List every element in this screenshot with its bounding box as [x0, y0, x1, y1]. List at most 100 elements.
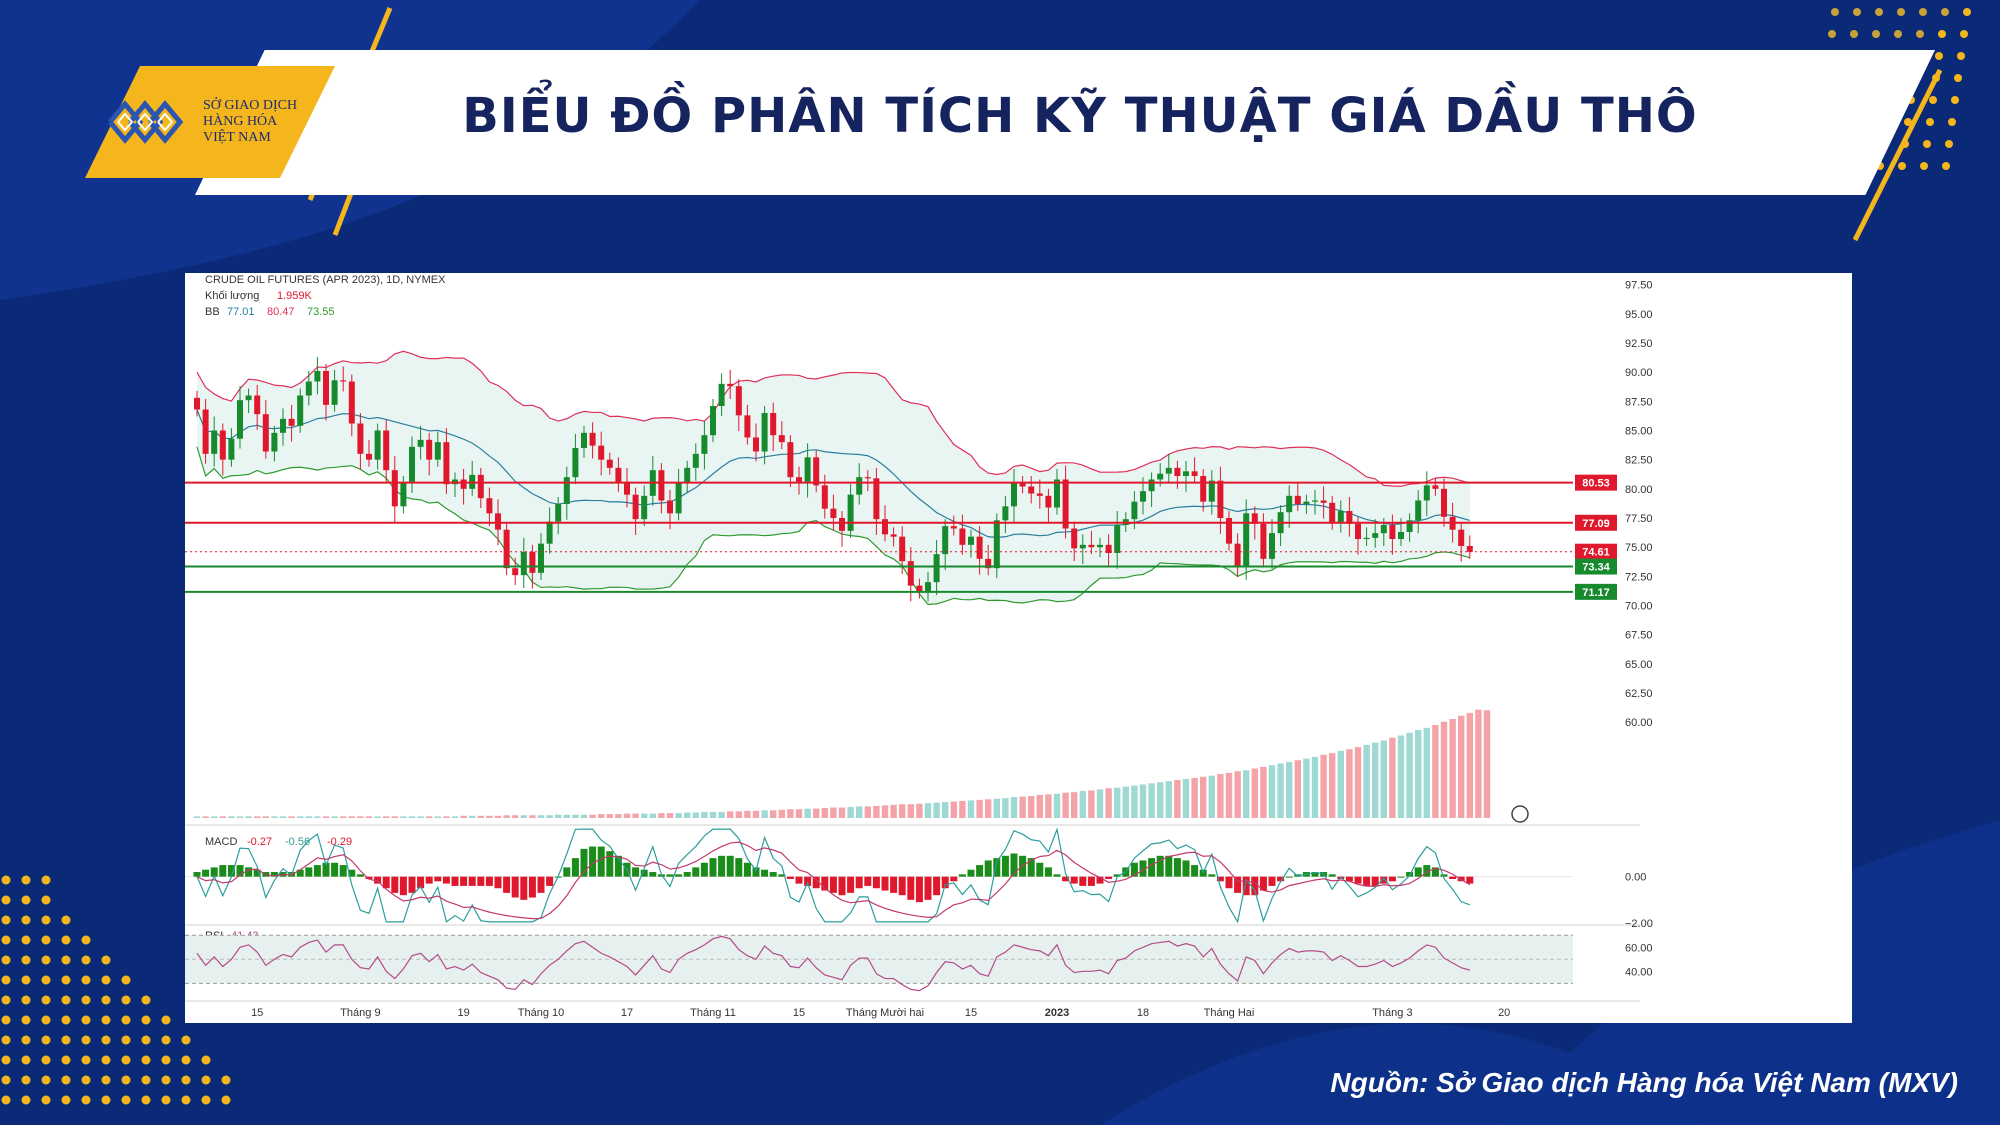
decor-dot: [1, 1075, 11, 1085]
decor-dot: [161, 1075, 171, 1085]
macd-histogram-bar: [1277, 876, 1285, 882]
candle: [503, 529, 510, 569]
volume-bar: [580, 814, 588, 818]
candle: [1097, 544, 1103, 548]
bb-upper-line: [196, 350, 1470, 487]
macd-histogram-bar: [1431, 867, 1439, 877]
volume-bar: [813, 808, 820, 818]
volume-bar: [993, 798, 1000, 818]
decor-dot: [141, 1075, 151, 1085]
candle: [1183, 471, 1189, 476]
volume-bar: [245, 816, 252, 818]
decor-dot: [101, 1075, 111, 1085]
candle: [1088, 544, 1095, 548]
macd-histogram-bar: [425, 876, 433, 884]
candle: [993, 520, 1000, 569]
macd-histogram-bar: [632, 867, 640, 877]
decor-dot: [1, 935, 11, 945]
candle: [925, 582, 931, 592]
time-tick-label: 2023: [1045, 1007, 1069, 1019]
candle: [778, 435, 785, 443]
candle: [314, 371, 321, 382]
volume-bar: [1062, 792, 1069, 818]
price-tick-label: 95.00: [1625, 309, 1653, 321]
macd-histogram-bar: [589, 846, 597, 877]
decor-dot: [41, 1015, 51, 1025]
level-label: 73.34: [1582, 562, 1610, 574]
volume-bar: [1139, 784, 1147, 818]
macd-histogram-bar: [1139, 860, 1147, 877]
candle: [589, 432, 596, 446]
macd-histogram-bar: [1113, 874, 1121, 877]
macd-histogram-bar: [692, 867, 700, 877]
candle: [271, 432, 278, 452]
macd-histogram-bar: [210, 867, 218, 877]
macd-histogram-bar: [606, 851, 614, 877]
volume-bar: [864, 806, 871, 818]
macd-histogram-bar: [1285, 876, 1293, 878]
level-label: 71.17: [1582, 587, 1610, 599]
candle: [1458, 529, 1465, 546]
macd-histogram-bar: [941, 876, 949, 889]
candle: [280, 418, 286, 433]
decor-dot: [121, 1015, 131, 1025]
price-tick-label: 67.50: [1625, 630, 1653, 642]
legend-macd-signal: -0.56: [285, 836, 310, 848]
volume-bar: [1191, 777, 1198, 818]
macd-histogram-bar: [847, 876, 855, 893]
candle: [1260, 523, 1267, 559]
candle: [1294, 495, 1301, 504]
macd-histogram-bar: [915, 876, 923, 903]
decor-dot: [1926, 118, 1934, 126]
candle: [1165, 467, 1172, 474]
decor-dot: [1904, 118, 1912, 126]
decor-dot: [1916, 30, 1924, 38]
candle: [787, 442, 794, 478]
candle: [675, 483, 682, 514]
candle: [667, 500, 673, 514]
candle: [1243, 513, 1250, 567]
decor-dot: [41, 915, 51, 925]
candle: [305, 381, 312, 396]
macd-histogram-bar: [1148, 858, 1156, 877]
candle: [744, 415, 751, 438]
macd-histogram-bar: [829, 876, 837, 893]
volume-bar: [1045, 794, 1052, 818]
volume-bar: [735, 811, 742, 818]
volume-bar: [1096, 789, 1104, 818]
macd-histogram-bar: [1363, 876, 1371, 886]
macd-histogram-bar: [477, 876, 485, 886]
volume-bar: [486, 815, 493, 818]
decor-dot: [1, 1015, 11, 1025]
volume-bar: [1354, 747, 1362, 818]
volume-bar: [959, 800, 966, 818]
logo-line: HÀNG HÓA: [203, 114, 278, 129]
volume-bar: [933, 802, 940, 818]
candle: [434, 442, 441, 460]
candle: [1079, 544, 1086, 549]
candle: [555, 504, 562, 522]
macd-histogram-bar: [709, 858, 717, 877]
macd-histogram-bar: [924, 876, 932, 900]
macd-histogram-bar: [933, 876, 941, 896]
candle: [1329, 502, 1336, 523]
volume-bar: [426, 816, 433, 818]
macd-histogram-bar: [1449, 876, 1457, 879]
macd-histogram-bar: [1440, 874, 1448, 877]
bb-basis-line: [196, 409, 1470, 538]
candle: [1028, 486, 1035, 494]
candle: [796, 477, 802, 482]
macd-histogram-bar: [752, 867, 760, 877]
candle: [1441, 488, 1447, 517]
macd-histogram-bar: [520, 876, 528, 900]
macd-histogram-bar: [1191, 865, 1199, 877]
volume-bar: [408, 816, 416, 818]
candle: [856, 477, 863, 495]
macd-histogram-bar: [855, 876, 863, 889]
volume-bar: [1466, 712, 1473, 818]
volume-bar: [400, 816, 407, 818]
macd-histogram-bar: [1311, 872, 1319, 877]
rsi-tick-label: 40.00: [1625, 966, 1653, 978]
candle: [563, 477, 570, 504]
macd-histogram-bar: [640, 869, 648, 877]
